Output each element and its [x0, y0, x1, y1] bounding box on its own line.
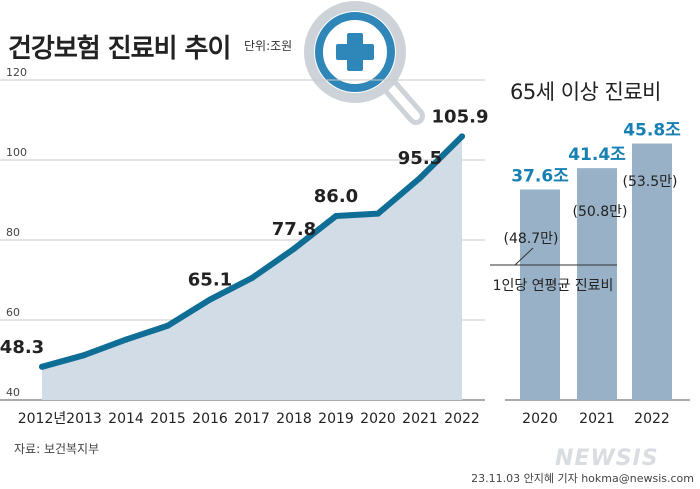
magnifier-icon: [304, 1, 425, 125]
data-point: [333, 213, 339, 219]
data-point: [249, 275, 255, 281]
data-point: [39, 363, 45, 370]
plus-icon-horizontal: [336, 44, 374, 60]
x-tick-label: 2021: [402, 411, 438, 427]
annotation-connector: [514, 247, 534, 266]
per-capita-label: (48.7만): [504, 231, 559, 247]
data-point: [459, 133, 465, 140]
x-tick-label: 2014: [108, 411, 144, 427]
watermark: NEWSIS: [555, 446, 659, 471]
series-area: [42, 136, 462, 400]
x-tick-label: 2018: [276, 411, 312, 427]
x-tick-label: 2017: [234, 411, 270, 427]
data-point: [165, 322, 171, 329]
data-point: [207, 296, 213, 303]
data-label: 48.3: [0, 337, 44, 358]
bar-value-label: 41.4조: [568, 145, 626, 165]
bar: [632, 143, 672, 400]
y-tick-label: 40: [6, 386, 20, 399]
data-label: 65.1: [188, 270, 232, 291]
data-label: 105.9: [432, 106, 489, 127]
credit-line: 23.11.03 안지혜 기자 hokma@newsis.com: [471, 472, 694, 485]
bar-chart: 37.6조 2020 41.4조 2021 45.8조 2022 (48.7만) (50.8만…: [490, 121, 690, 427]
x-tick-label: 2022: [444, 411, 480, 427]
y-tick-label: 100: [6, 146, 27, 159]
line-chart: 40 60 80 100 120 2012년 2013 2014 2015 2016 2017 201…: [0, 66, 488, 427]
x-tick-label: 2020: [360, 411, 396, 427]
y-tick-label: 60: [6, 306, 20, 319]
data-point: [375, 210, 381, 217]
data-label: 95.5: [398, 148, 442, 169]
unit-label: 단위:조원: [244, 39, 293, 53]
x-tick-label: 2019: [318, 411, 354, 427]
y-tick-label: 120: [6, 66, 27, 79]
bar-category-label: 2022: [634, 411, 670, 427]
x-tick-label: 2015: [150, 411, 186, 427]
data-point: [81, 352, 87, 359]
bar-value-label: 37.6조: [511, 166, 569, 186]
magnifier-handle-inner: [384, 80, 420, 120]
y-tick-label: 80: [6, 226, 20, 239]
bar: [577, 168, 617, 400]
annotation-label: 1인당 연평균 진료비: [493, 278, 614, 294]
data-point: [291, 245, 297, 252]
per-capita-label: (53.5만): [623, 174, 678, 190]
bar-category-label: 2021: [579, 411, 615, 427]
data-point: [123, 336, 129, 343]
bar: [520, 189, 560, 400]
source-note: 자료: 보건복지부: [14, 442, 100, 456]
page-title: 건강보험 진료비 추이: [8, 34, 231, 64]
bar-category-label: 2020: [522, 411, 558, 427]
x-tick-label: 2012년: [18, 411, 67, 427]
x-tick-label: 2016: [192, 411, 228, 427]
per-capita-label: (50.8만): [573, 204, 628, 220]
bar-chart-title: 65세 이상 진료비: [510, 80, 662, 104]
bar-value-label: 45.8조: [623, 121, 681, 141]
data-label: 77.8: [272, 219, 316, 240]
data-label: 86.0: [314, 186, 358, 207]
data-point: [417, 175, 423, 181]
x-tick-label: 2013: [66, 411, 102, 427]
